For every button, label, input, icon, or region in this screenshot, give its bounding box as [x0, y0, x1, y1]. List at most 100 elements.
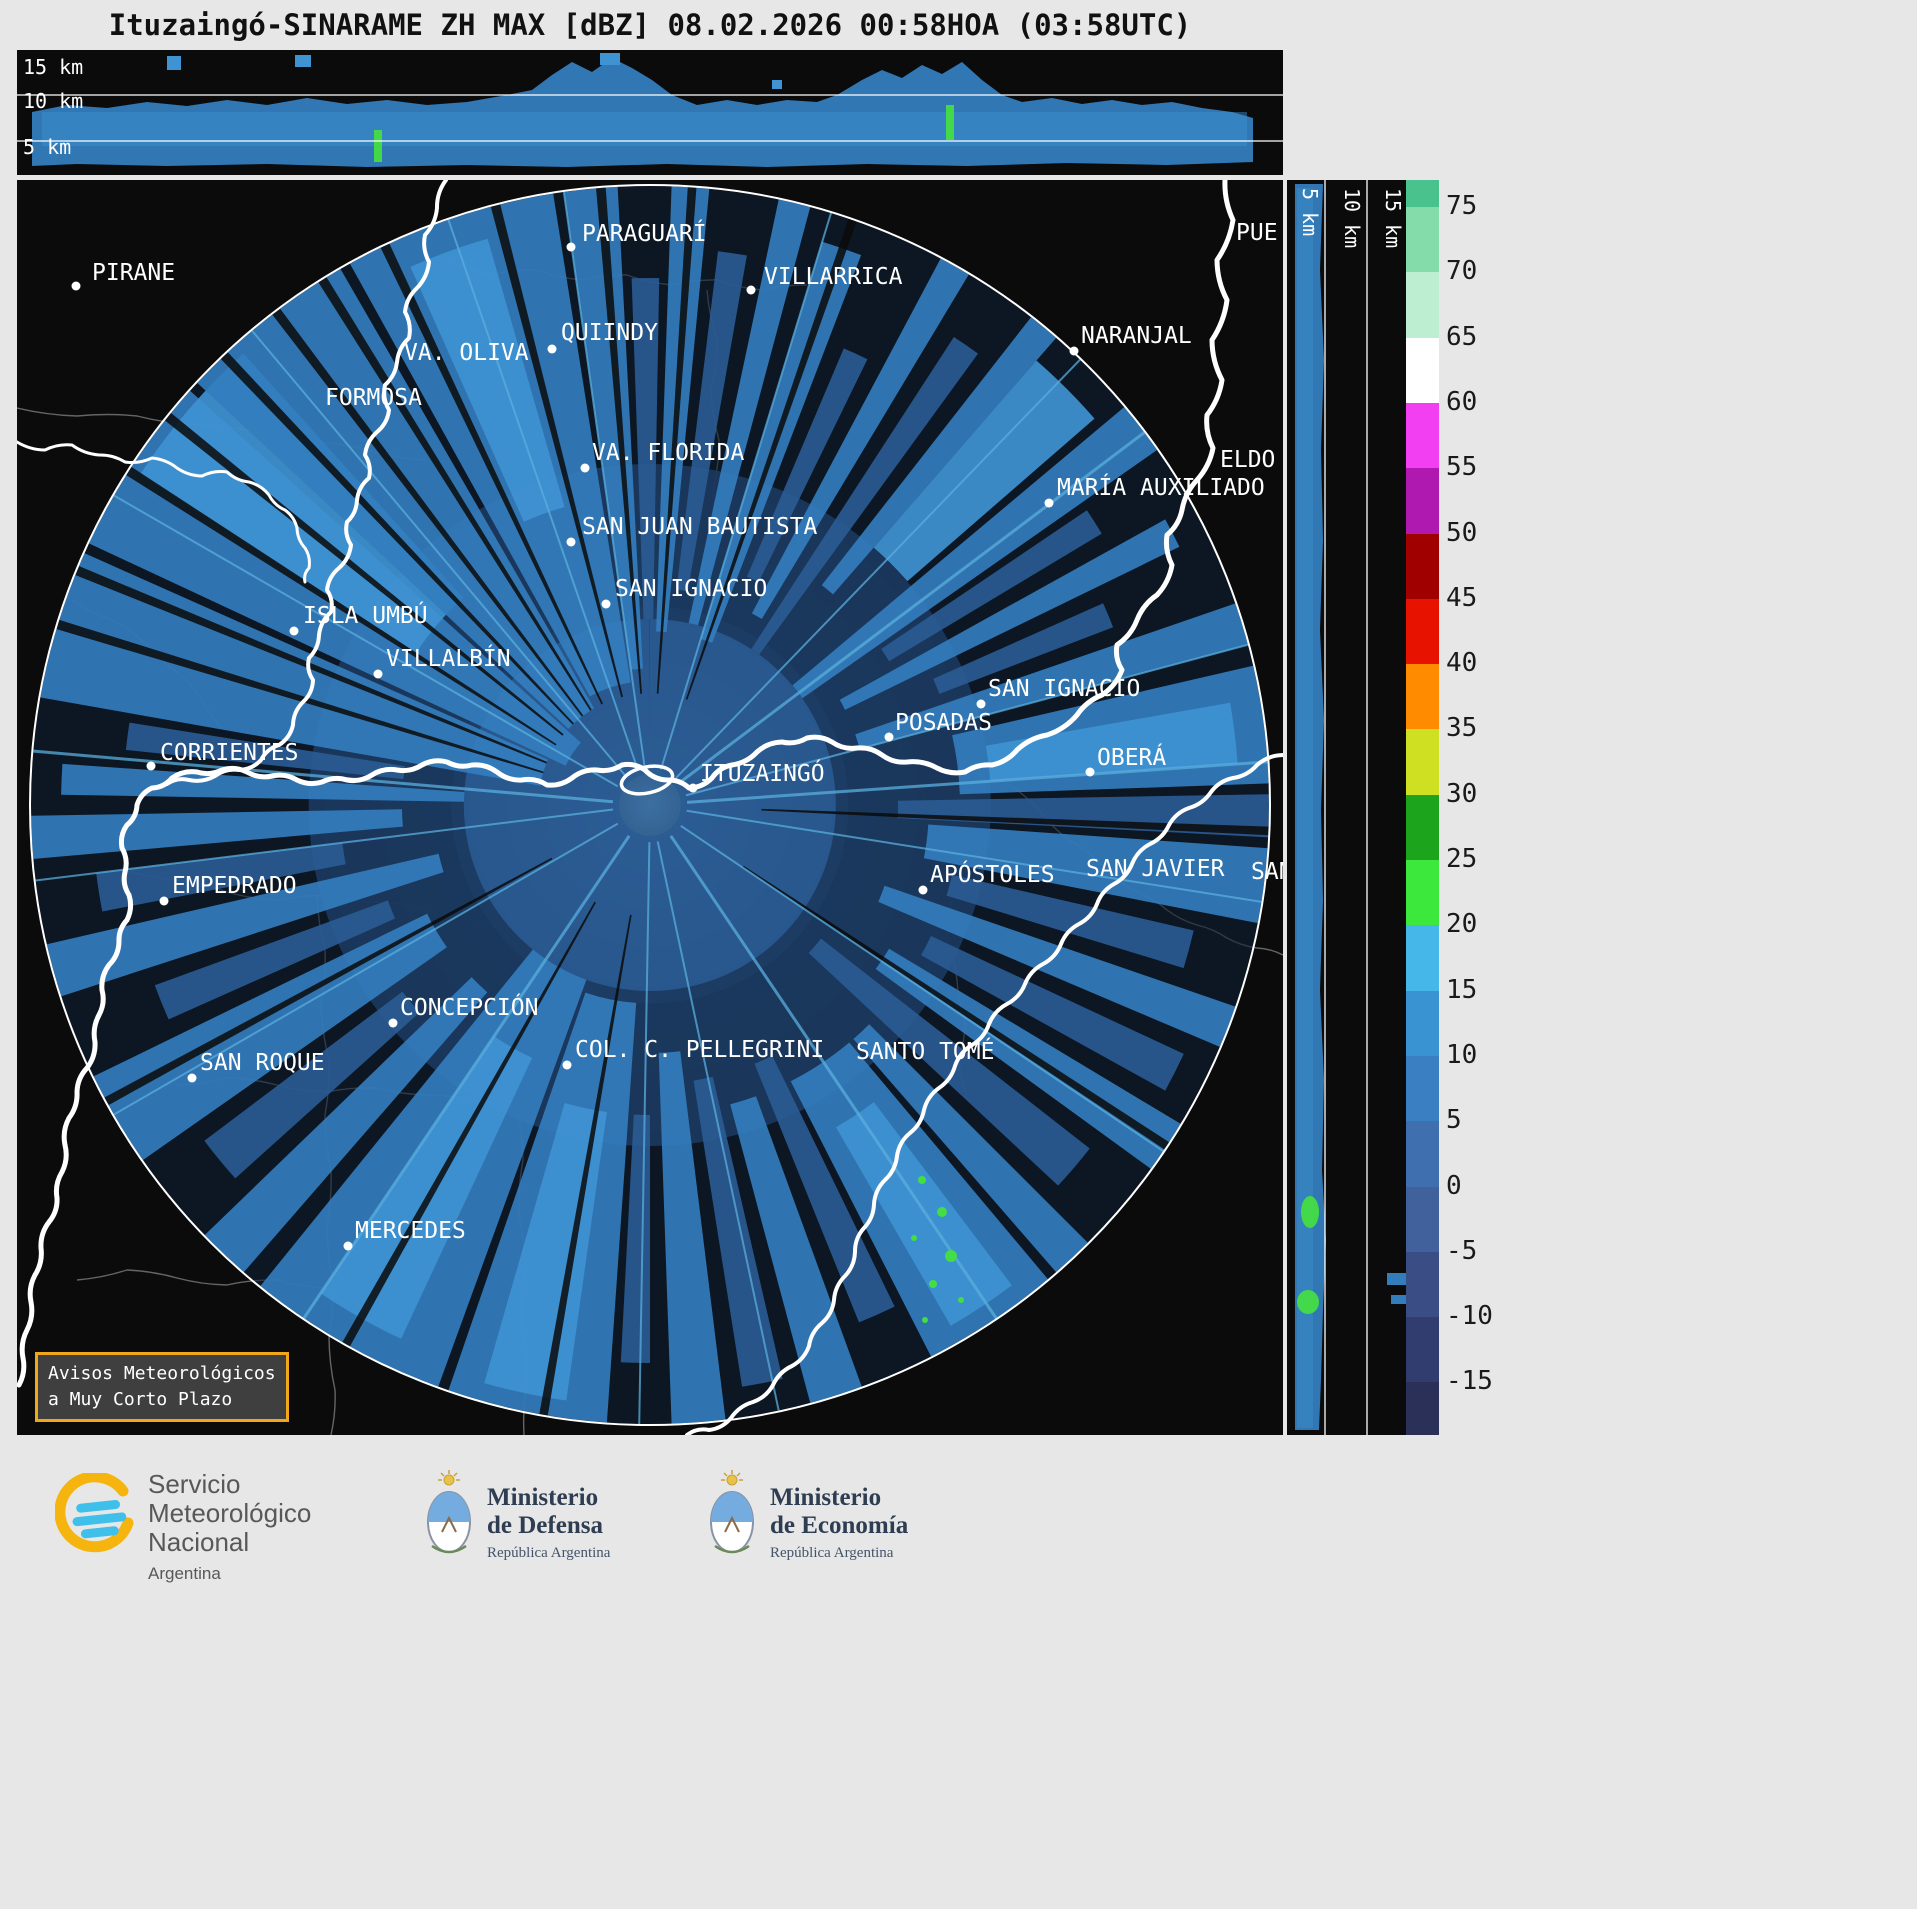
- colorbar-segment: [1406, 1186, 1439, 1253]
- colorbar-tick-label: 65: [1446, 321, 1478, 352]
- city-dot: [1044, 498, 1054, 508]
- city-label: FORMOSA: [325, 385, 422, 411]
- colorbar-tick-label: 55: [1446, 452, 1478, 483]
- economia-wordmark: Ministerio de Economía República Argenti…: [770, 1484, 908, 1562]
- city-dot: [566, 242, 576, 252]
- colorbar-segment: [1406, 860, 1439, 926]
- city-label: VILLALBÍN: [386, 644, 511, 672]
- city-label: PARAGUARÍ: [582, 219, 707, 247]
- city-label: VILLARRICA: [764, 264, 903, 290]
- colorbar-segment: [1406, 1055, 1439, 1122]
- height-label: 5 km: [23, 135, 71, 159]
- city-label: ISLA UMBÚ: [303, 601, 428, 629]
- city-dot: [343, 1241, 353, 1251]
- city-label: SANTO TOMÉ: [856, 1037, 994, 1065]
- city-label: COL. C. PELLEGRINI: [575, 1037, 824, 1063]
- river-island-loop: [619, 764, 675, 796]
- economia-subtitle: República Argentina: [770, 1545, 894, 1561]
- smn-logo-icon: [55, 1473, 134, 1553]
- river: [685, 753, 1283, 1435]
- city-dot: [746, 285, 756, 295]
- top-cross-section-panel: 15 km 10 km 5 km: [17, 50, 1283, 175]
- city-label: SAN IGNACIO: [988, 676, 1140, 702]
- city-dot: [373, 669, 383, 679]
- alert-banner-line1: Avisos Meteorológicos: [48, 1363, 276, 1384]
- city-label: CONCEPCIÓN: [400, 993, 538, 1021]
- city-dot: [547, 344, 557, 354]
- colorbar-segment: [1406, 990, 1439, 1057]
- city-label: EMPEDRADO: [172, 873, 297, 899]
- height-label: 10 km: [23, 89, 83, 113]
- economia-coat-of-arms-icon: [707, 1470, 757, 1562]
- colorbar-tick-label: 40: [1446, 648, 1478, 679]
- city-label: MERCEDES: [355, 1218, 466, 1244]
- city-dot: [388, 1018, 398, 1028]
- city-label: ELDO: [1220, 447, 1275, 473]
- city-label: OBERÁ: [1097, 743, 1166, 771]
- colorbar-segment: [1406, 1251, 1439, 1318]
- city-label: SAN ROQUE: [200, 1050, 325, 1076]
- city-dot: [884, 732, 894, 742]
- echo-side-band: [1295, 184, 1326, 1430]
- colorbar-segment: [1406, 598, 1439, 665]
- colorbar: [1406, 180, 1439, 1435]
- range-ring: [29, 184, 1271, 1426]
- city-dot: [566, 537, 576, 547]
- smn-country: Argentina: [148, 1564, 221, 1583]
- colorbar-tick-label: 10: [1446, 1039, 1478, 1070]
- city-label: CORRIENTES: [160, 740, 298, 766]
- colorbar-tick-label: 50: [1446, 517, 1478, 548]
- colorbar-segment: [1406, 729, 1439, 796]
- colorbar-segment: [1406, 664, 1439, 730]
- colorbar-tick-label: -5: [1446, 1235, 1478, 1266]
- river: [17, 440, 311, 584]
- city-label: SAN: [1251, 859, 1283, 885]
- river: [165, 180, 448, 786]
- city-dot: [1085, 767, 1095, 777]
- smn-logo: [55, 1473, 139, 1557]
- colorbar-tick-label: 20: [1446, 909, 1478, 940]
- defensa-wordmark: Ministerio de Defensa República Argentin…: [487, 1484, 610, 1562]
- height-label: 5 km: [1298, 188, 1322, 236]
- city-label: APÓSTOLES: [930, 860, 1055, 888]
- product-title: Ituzaingó-SINARAME ZH MAX [dBZ] 08.02.20…: [108, 8, 1192, 42]
- city-label: NARANJAL: [1081, 323, 1192, 349]
- height-label: 15 km: [1381, 188, 1405, 248]
- defensa-line1: Ministerio: [487, 1484, 599, 1511]
- city-label: ITUZAINGÓ: [700, 759, 825, 787]
- river: [17, 180, 1236, 1388]
- colorbar-tick-label: 60: [1446, 386, 1478, 417]
- colorbar-segment: [1406, 1121, 1439, 1187]
- city-dot: [976, 699, 986, 709]
- city-label: PIRANE: [92, 260, 175, 286]
- colorbar-segment: [1406, 925, 1439, 992]
- alert-banner-line2: a Muy Corto Plazo: [48, 1389, 233, 1411]
- city-dot: [289, 626, 299, 636]
- city-label: MARÍA AUXILIADO: [1057, 473, 1265, 501]
- city-label: POSADAS: [895, 710, 992, 736]
- colorbar-tick-label: 0: [1446, 1170, 1462, 1201]
- defensa-coat-of-arms-icon: [424, 1470, 474, 1562]
- economia-line1: Ministerio: [770, 1484, 882, 1511]
- city-label: PUE: [1236, 220, 1278, 246]
- city-label: VA. OLIVA: [404, 340, 529, 366]
- colorbar-tick-label: 15: [1446, 974, 1478, 1005]
- city-dot: [918, 885, 928, 895]
- footer: Servicio Meteorológico Nacional Argentin…: [0, 1440, 1917, 1909]
- radar-echoes: [31, 186, 1269, 1424]
- defensa-subtitle: República Argentina: [487, 1545, 611, 1561]
- colorbar-segment: [1406, 402, 1439, 469]
- height-label: 15 km: [23, 55, 83, 79]
- smn-line3: Nacional: [148, 1527, 250, 1557]
- height-label: 10 km: [1340, 188, 1364, 248]
- colorbar-tick-label: -10: [1446, 1301, 1493, 1332]
- alert-banner[interactable]: Avisos Meteorológicos a Muy Corto Plazo: [35, 1352, 289, 1423]
- city-label: QUIINDY: [561, 320, 658, 346]
- colorbar-labels: 75 70 65 60 55 50 45 40 35 30 25 20 15 10 5 0 -5 -10 -15: [1446, 180, 1536, 1435]
- city-label: SAN IGNACIO: [615, 576, 767, 602]
- city-dot: [688, 783, 698, 793]
- colorbar-tick-label: 30: [1446, 778, 1478, 809]
- city-dot: [159, 896, 169, 906]
- colorbar-tick-label: 45: [1446, 582, 1478, 613]
- colorbar-segment: [1406, 272, 1439, 339]
